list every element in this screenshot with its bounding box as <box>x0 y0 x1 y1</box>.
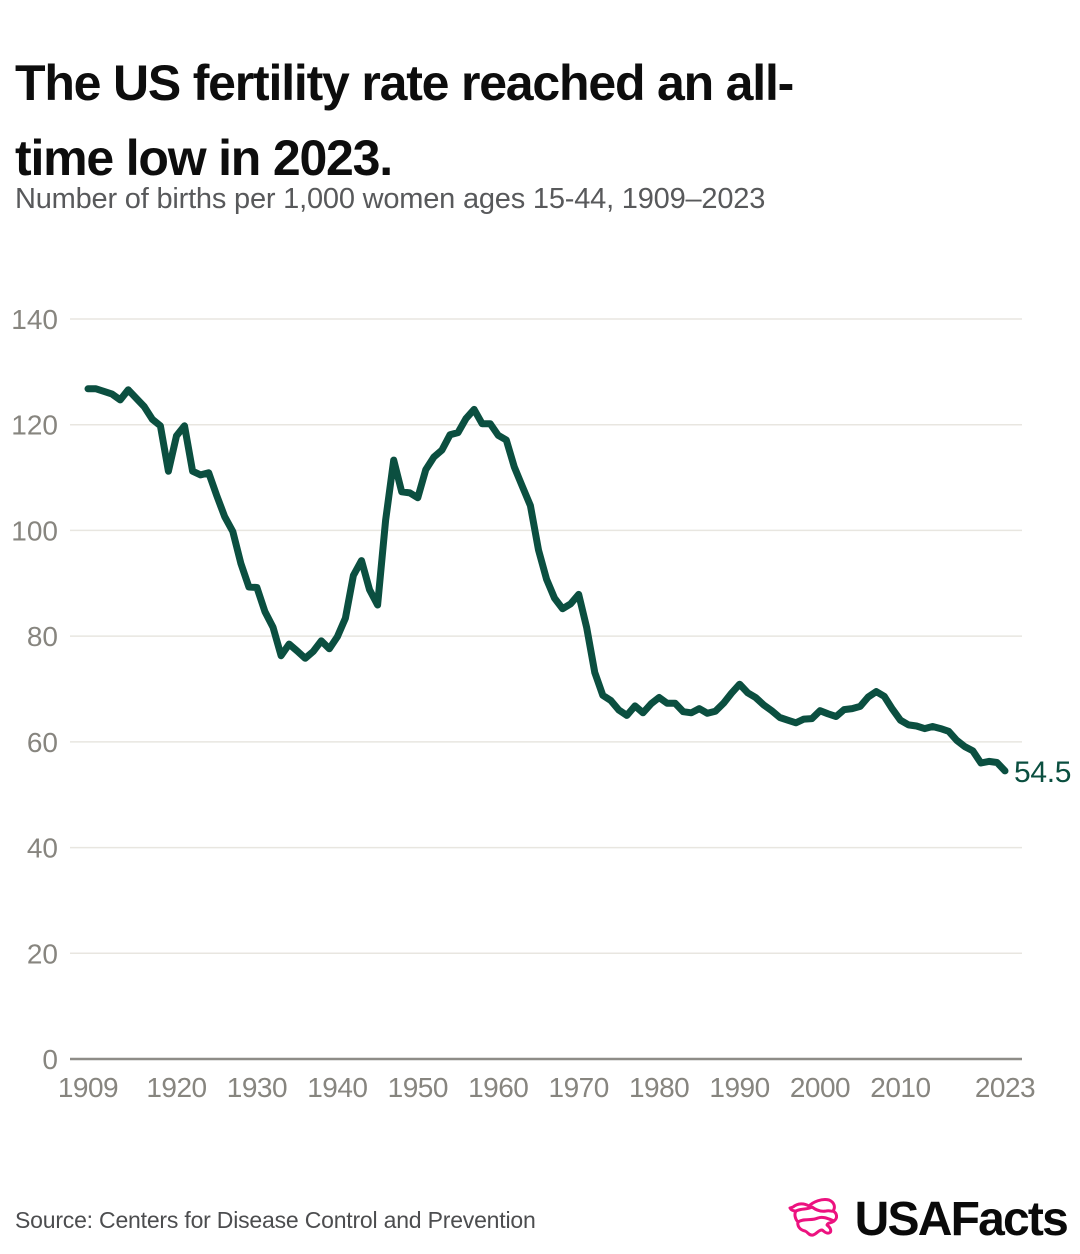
x-tick-label: 1909 <box>58 1072 118 1103</box>
map-stripe-2 <box>796 1215 836 1224</box>
page-title-line-1: The US fertility rate reached an all- <box>15 54 794 111</box>
y-tick-label: 80 <box>27 621 58 652</box>
x-tick-label: 1980 <box>629 1072 689 1103</box>
page-title: The US fertility rate reached an all- ti… <box>15 46 1025 196</box>
y-tick-label: 0 <box>42 1044 58 1075</box>
map-stripe-1 <box>794 1205 835 1213</box>
source-text: Source: Centers for Disease Control and … <box>15 1207 536 1233</box>
x-tick-label: 2010 <box>870 1072 930 1103</box>
x-tick-label: 1990 <box>709 1072 769 1103</box>
usafacts-map-icon <box>788 1198 838 1237</box>
page-title-line-2: time low in 2023. <box>15 129 393 186</box>
y-tick-label: 100 <box>11 515 58 546</box>
x-tick-label: 2023 <box>975 1072 1035 1103</box>
x-tick-label: 1950 <box>388 1072 448 1103</box>
fertility-line-chart: 0 20 40 60 80 100 120 140 1909 1920 1930 1940 1950 19… <box>11 304 1071 1103</box>
usafacts-wordmark: USAFacts <box>854 1192 1069 1246</box>
map-outline <box>788 1198 838 1237</box>
x-tick-label: 2000 <box>790 1072 850 1103</box>
x-tick-label: 1940 <box>307 1072 367 1103</box>
y-tick-label: 20 <box>27 938 58 969</box>
y-tick-label: 140 <box>11 304 58 335</box>
fertility-rate-line <box>84 385 1009 775</box>
usafacts-logo[interactable]: USAFacts <box>786 1191 1069 1247</box>
chart-subtitle: Number of births per 1,000 women ages 15… <box>15 183 766 215</box>
y-tick-label: 40 <box>27 833 58 864</box>
x-tick-label: 1920 <box>146 1072 206 1103</box>
y-tick-label: 120 <box>11 410 58 441</box>
x-tick-label: 1930 <box>227 1072 287 1103</box>
latest-value-label: 54.5 <box>1014 756 1071 789</box>
x-tick-label: 1970 <box>549 1072 609 1103</box>
x-tick-label: 1960 <box>468 1072 528 1103</box>
y-tick-label: 60 <box>27 727 58 758</box>
